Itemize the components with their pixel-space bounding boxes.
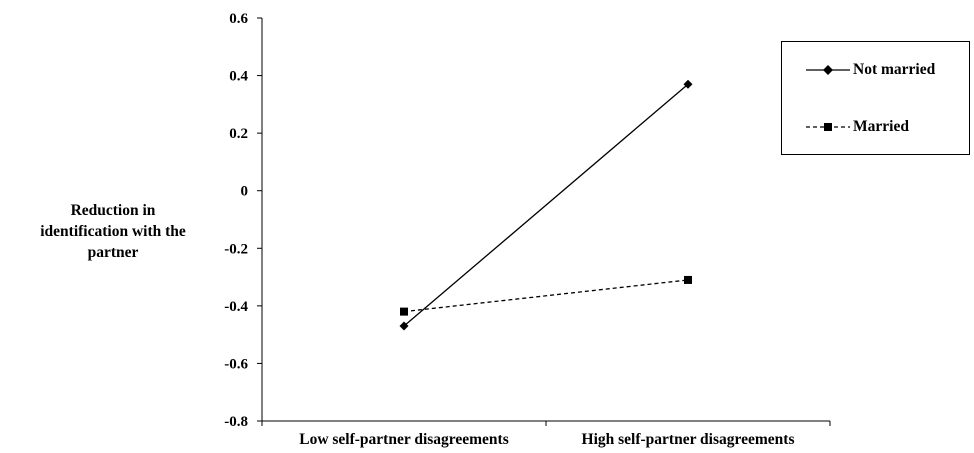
y-tick-label: -0.8 [224,414,248,430]
x-tick-label: Low self-partner disagreements [299,431,509,448]
x-ticks: Low self-partner disagreements High self-… [262,421,830,448]
y-tick-label: -0.4 [224,299,248,315]
y-tick-label: 0.2 [229,126,248,142]
legend-label-married: Married [853,117,909,137]
y-axis-label-line-2: identification with the [18,221,208,242]
y-tick-label: 0.6 [229,11,248,27]
data-point-square [684,276,692,284]
series-layer [400,80,693,331]
y-tick-label: -0.6 [224,356,248,372]
legend-item-married: Married [782,117,969,137]
dashed-square-line-icon [804,117,854,137]
y-axis-label-line-1: Reduction in [18,200,208,221]
legend: Not married Married [781,41,970,155]
legend-item-not-married: Not married [782,60,969,80]
data-point-square [400,308,408,316]
y-tick-label: 0 [241,184,249,200]
y-tick-label: 0.4 [229,69,248,85]
y-tick-label: -0.2 [224,241,248,257]
series-line [404,84,688,326]
y-axis-label-line-3: partner [18,242,208,263]
solid-diamond-line-icon [804,60,854,80]
series-line [404,280,688,312]
y-ticks: 0.6 0.4 0.2 0 -0.2 -0.4 -0.6 -0.8 [224,11,262,430]
y-axis-label: Reduction in identification with the par… [18,200,208,263]
x-tick-label: High self-partner disagreements [582,431,795,448]
legend-label-not-married: Not married [853,60,935,80]
